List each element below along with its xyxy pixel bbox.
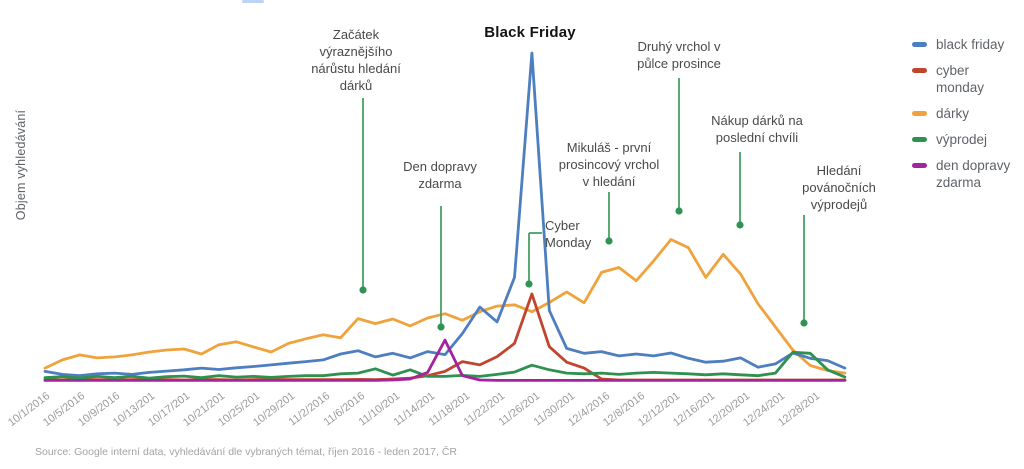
annotation-dot-zacatek-narustu [359,286,367,294]
legend-swatch-icon [912,111,927,116]
annotation-label-hledani-vyprodeju: Hledání povánočních výprodejů [802,163,876,212]
annotation-label-den-dopravy-zdarma: Den dopravy zdarma [403,159,477,191]
annotation-label-druhy-vrchol: Druhý vrchol v půlce prosince [637,39,721,71]
annotation-dot-nakup-darku [736,221,744,229]
annotation-label-zacatek-narustu: Začátek výraznějšího nárůstu hledání dár… [311,27,401,93]
legend-item-cyber-monday: cyber monday [912,62,1018,96]
legend-item-den-dopravy-zdarma: den dopravy zdarma [912,157,1018,191]
legend-swatch-icon [912,42,927,47]
legend-item-black-friday: black friday [912,36,1018,53]
chart-legend: black friday cyber monday dárky výprodej den… [912,36,1018,200]
series-line-den-dopravy-zdarma [43,338,847,382]
legend-label: cyber monday [936,63,985,95]
legend-swatch-icon [912,163,927,168]
legend-label: den dopravy zdarma [936,158,1011,190]
legend-label: výprodej [936,132,988,147]
legend-swatch-icon [912,137,927,142]
legend-swatch-icon [912,68,927,73]
annotation-label-cyber-monday: Cyber Monday [545,218,592,250]
series-line-dárky [43,238,847,375]
legend-label: dárky [936,106,970,121]
legend-label: black friday [936,37,1005,52]
annotation-dot-druhy-vrchol [675,207,683,215]
legend-item-dárky: dárky [912,105,1018,122]
series-line-black-friday [43,51,847,378]
annotation-label-mikulas: Mikuláš - první prosincový vrchol v hled… [558,140,660,189]
series-line-výprodej [43,350,847,380]
legend-item-výprodej: výprodej [912,131,1018,148]
annotation-dot-den-dopravy-zdarma [437,323,445,331]
annotation-dot-hledani-vyprodeju [800,319,808,327]
annotation-label-black-friday: Black Friday [484,24,576,41]
series-line-cyber-monday [43,292,847,382]
annotation-dot-mikulas [605,237,613,245]
source-note: Source: Google interní data, vyhledávání… [35,446,457,458]
screen-capture-artifact [242,0,264,3]
annotation-label-nakup-darku: Nákup dárků na poslední chvíli [711,113,803,145]
annotation-dot-cyber-monday [525,280,533,288]
